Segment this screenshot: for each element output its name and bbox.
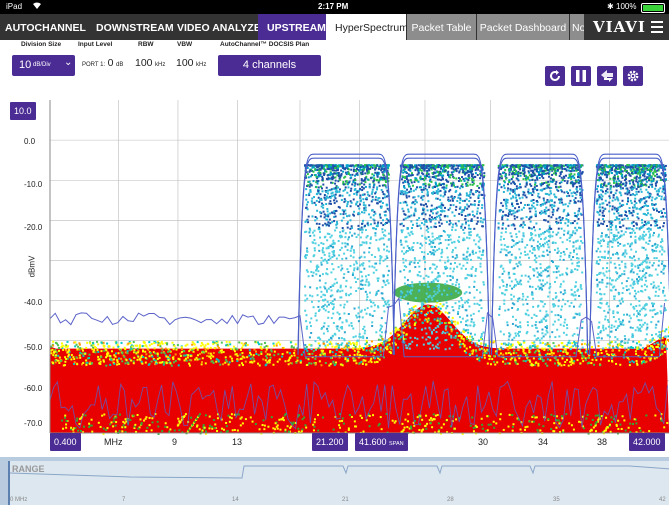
rbw-value: 100 (135, 57, 153, 69)
ingress-hump (393, 282, 463, 303)
range-tick-42: 42 (659, 497, 666, 503)
carrier-label: iPad (6, 2, 23, 11)
range-tick-21: 21 (342, 497, 349, 503)
division-size-unit: dB/Div (33, 62, 51, 68)
max-hold-trace (49, 296, 666, 358)
tab-downstream[interactable]: DOWNSTREAM (96, 22, 174, 34)
battery-icon (641, 3, 665, 13)
division-size-dropdown[interactable]: 10 dB/Div ⌄ (12, 55, 75, 76)
noise-floor-core (50, 304, 669, 433)
settings-gear-icon (627, 70, 639, 82)
wifi-icon (32, 1, 42, 12)
y-tick-1: -10.0 (24, 180, 43, 189)
channel-4 (595, 164, 667, 351)
status-bar: iPad 2:17 PM ✱ 100% (0, 0, 669, 14)
spectrum-plot[interactable] (0, 96, 669, 456)
refresh-button[interactable] (545, 66, 565, 86)
settings-button[interactable] (623, 66, 643, 86)
division-size-label: Division Size (21, 41, 62, 48)
port-label: PORT 1: (82, 62, 106, 68)
y-tick-4: -40.0 (24, 298, 43, 307)
range-tick-14: 14 (232, 497, 239, 503)
y-tick-7: -70.0 (24, 419, 43, 428)
range-tick-35: 35 (553, 497, 560, 503)
range-trace (10, 465, 669, 479)
range-overview[interactable]: RANGE 0 MHz 7 14 21 28 35 42 (0, 457, 669, 505)
vbw-label: VBW (177, 41, 193, 48)
live-trace (49, 380, 668, 430)
x-tick-9: 9 (172, 437, 178, 447)
input-level-label: Input Level (78, 41, 113, 48)
channel-1-envelope-1 (297, 157, 395, 355)
span-unit: SPAN (389, 441, 404, 447)
pause-icon (576, 70, 586, 82)
hyperspectrum-chart[interactable] (0, 96, 669, 456)
clock: 2:17 PM (318, 2, 349, 11)
start-frequency-badge[interactable]: 0.400 (50, 433, 81, 451)
x-tick-34: 34 (538, 437, 549, 447)
tab-packet-table[interactable]: Packet Table (407, 14, 476, 40)
vbw-unit: kHz (196, 62, 207, 68)
reference-level-badge[interactable]: 10.0 (10, 102, 36, 120)
vbw-value: 100 (176, 57, 194, 69)
pause-button[interactable] (571, 66, 591, 86)
rbw-unit: kHz (155, 62, 166, 68)
range-title: RANGE (12, 464, 45, 474)
x-tick-13: 13 (232, 437, 243, 447)
x-unit-label: MHz (104, 437, 123, 447)
input-level-value-group: PORT 1: 0 dB (82, 57, 123, 69)
chevron-down-icon: ⌄ (64, 57, 73, 68)
channel-4-envelope-1 (589, 157, 669, 355)
tab-video-analyzer[interactable]: VIDEO ANALYZER (177, 22, 269, 34)
y-tick-6: -60.0 (24, 384, 43, 393)
center-frequency-badge[interactable]: 21.200 (312, 433, 348, 451)
swap-button[interactable] (597, 66, 617, 86)
x-tick-38: 38 (597, 437, 608, 447)
battery-percent: 100% (616, 2, 637, 11)
viavi-logo: VIAVI (593, 18, 646, 36)
channel-3 (497, 164, 584, 351)
division-size-value: 10 (19, 59, 32, 71)
range-window[interactable] (8, 461, 669, 505)
stop-frequency-badge[interactable]: 42.000 (629, 433, 665, 451)
docsis-plan-button[interactable]: 4 channels (218, 55, 321, 76)
tab-packet-dashboard[interactable]: Packet Dashboard (477, 14, 569, 40)
tab-autochannel[interactable]: AUTOCHANNEL (5, 22, 86, 34)
channel-2 (399, 164, 486, 351)
swap-icon (601, 70, 613, 82)
tab-overflow[interactable]: No (570, 14, 584, 40)
input-level-value: 0 (107, 57, 114, 69)
span-value: 41.600 (359, 437, 387, 447)
y-tick-5: -50.0 (24, 343, 43, 352)
top-navigation: AUTOCHANNEL DOWNSTREAM VIDEO ANALYZER UP… (0, 14, 669, 40)
y-tick-2: -20.0 (24, 223, 43, 232)
rbw-value-group: 100 kHz (135, 57, 165, 69)
vbw-value-group: 100 kHz (176, 57, 206, 69)
measurement-controls: Division Size Input Level RBW VBW AutoCh… (0, 40, 669, 96)
y-tick-0: 0.0 (24, 137, 36, 146)
x-tick-30: 30 (478, 437, 489, 447)
range-tick-28: 28 (447, 497, 454, 503)
y-axis-label: dBmV (27, 255, 37, 278)
channel-1 (303, 164, 391, 351)
channel-2-envelope-1 (392, 157, 491, 355)
tab-upstream[interactable]: UPSTREAM (258, 14, 335, 40)
bluetooth-icon: ✱ (607, 2, 614, 11)
floor-bottom-speckle (61, 412, 669, 435)
refresh-icon (550, 70, 560, 81)
range-tick-0: 0 MHz (10, 497, 28, 503)
channel-3-envelope-1 (490, 157, 589, 355)
rbw-label: RBW (138, 41, 154, 48)
range-tick-7: 7 (122, 497, 126, 503)
input-level-unit: dB (116, 62, 124, 68)
span-badge[interactable]: 41.600 SPAN (355, 433, 408, 451)
tab-hyperspectrum[interactable]: HyperSpectrum™ (326, 14, 418, 40)
hamburger-menu-icon[interactable] (651, 21, 663, 33)
docsis-plan-label: AutoChannel™ DOCSIS Plan (220, 41, 310, 48)
